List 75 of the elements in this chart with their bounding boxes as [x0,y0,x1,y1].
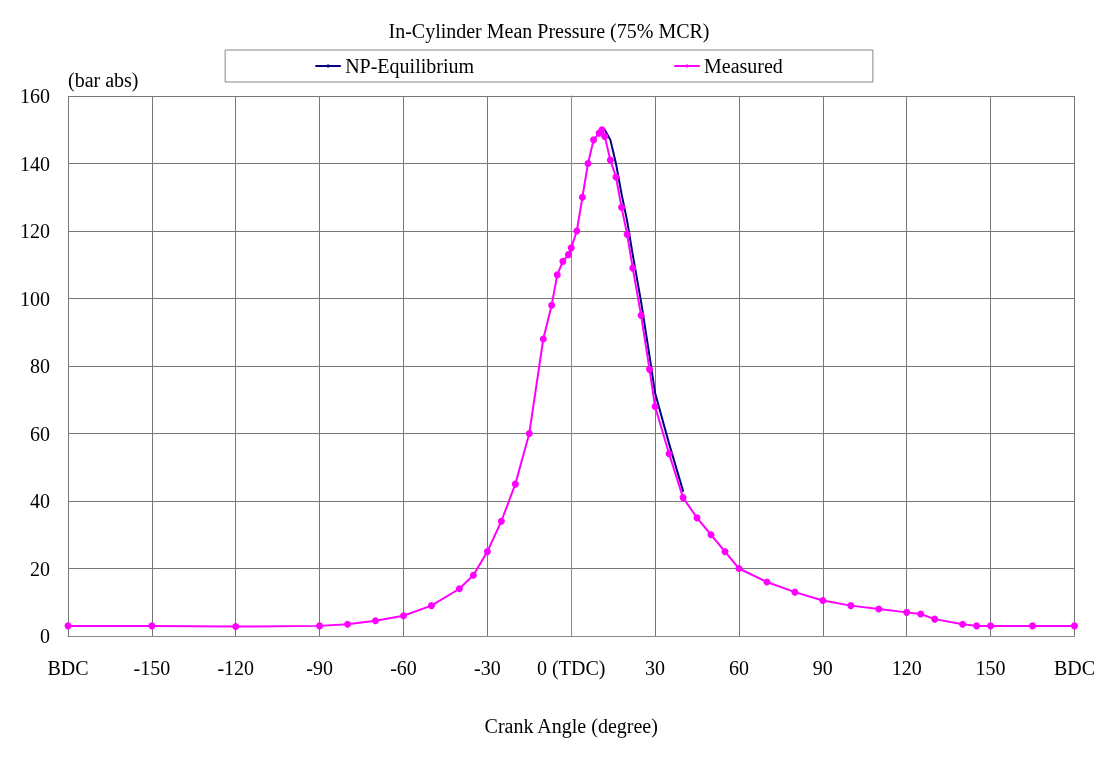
x-tick-label: 150 [975,657,1006,679]
point [903,608,911,616]
x-tick-label: -150 [133,657,171,679]
y-axis-title: (bar abs) [68,69,139,92]
y-tick-label: 160 [20,85,50,107]
point [399,612,407,620]
x-tick-label: 0 (TDC) [537,657,606,680]
point [847,602,855,610]
point [525,430,533,437]
point [791,588,799,596]
point [721,548,729,556]
x-tick-label: BDC [1053,657,1095,679]
point [497,517,505,525]
point [917,610,925,618]
point [606,156,614,164]
y-tick-label: 80 [30,355,50,377]
point [665,450,673,458]
point [1070,622,1078,630]
point [601,133,609,140]
point [637,311,645,319]
point [559,257,567,265]
y-tick-label: 140 [20,152,50,175]
y-tick-label: 100 [20,287,50,310]
x-tick-label: -90 [306,657,333,679]
legend-label: NP-Equilibrium [345,55,475,78]
point [707,531,715,539]
x-tick-label: -30 [474,657,501,679]
chart-title: In-Cylinder Mean Pressure (75% MCR) [388,20,710,43]
point [578,193,586,201]
y-tick-label: 120 [20,220,50,242]
x-axis-title: Crank Angle (degree) [484,715,658,738]
point [469,571,477,579]
point [372,617,380,625]
point [679,494,687,502]
y-tick-label: 60 [30,422,50,445]
point [646,365,653,373]
point [819,597,827,605]
x-tick-label: 90 [812,657,833,679]
point [1029,622,1036,630]
point [427,602,435,610]
point [455,585,463,593]
x-tick-label: -120 [217,657,255,679]
x-tick-label: BDC [47,657,89,679]
point [735,565,743,572]
point [590,136,598,144]
x-tick-label: 30 [645,657,666,679]
point [875,605,883,613]
point [483,548,491,556]
point [973,622,981,630]
point [316,622,324,630]
point [344,620,352,628]
point [511,480,519,488]
x-tick-label: -60 [390,657,417,679]
x-tick-label: 120 [891,657,922,679]
point [148,622,156,630]
point [651,403,659,410]
legend-label: Measured [704,55,783,77]
point [564,251,572,259]
y-tick-label: 20 [30,557,50,580]
y-tick-label: 0 [40,625,50,647]
point [232,623,240,631]
point [573,227,581,235]
point [539,335,547,343]
x-tick-label: 60 [728,657,749,679]
point [548,301,556,309]
y-tick-label: 40 [30,490,50,512]
point [618,203,626,211]
point [567,244,575,252]
point [959,620,967,628]
point [584,160,592,167]
point [931,615,939,623]
point [553,271,561,279]
point [629,264,637,272]
point [987,622,995,630]
point [623,230,631,238]
